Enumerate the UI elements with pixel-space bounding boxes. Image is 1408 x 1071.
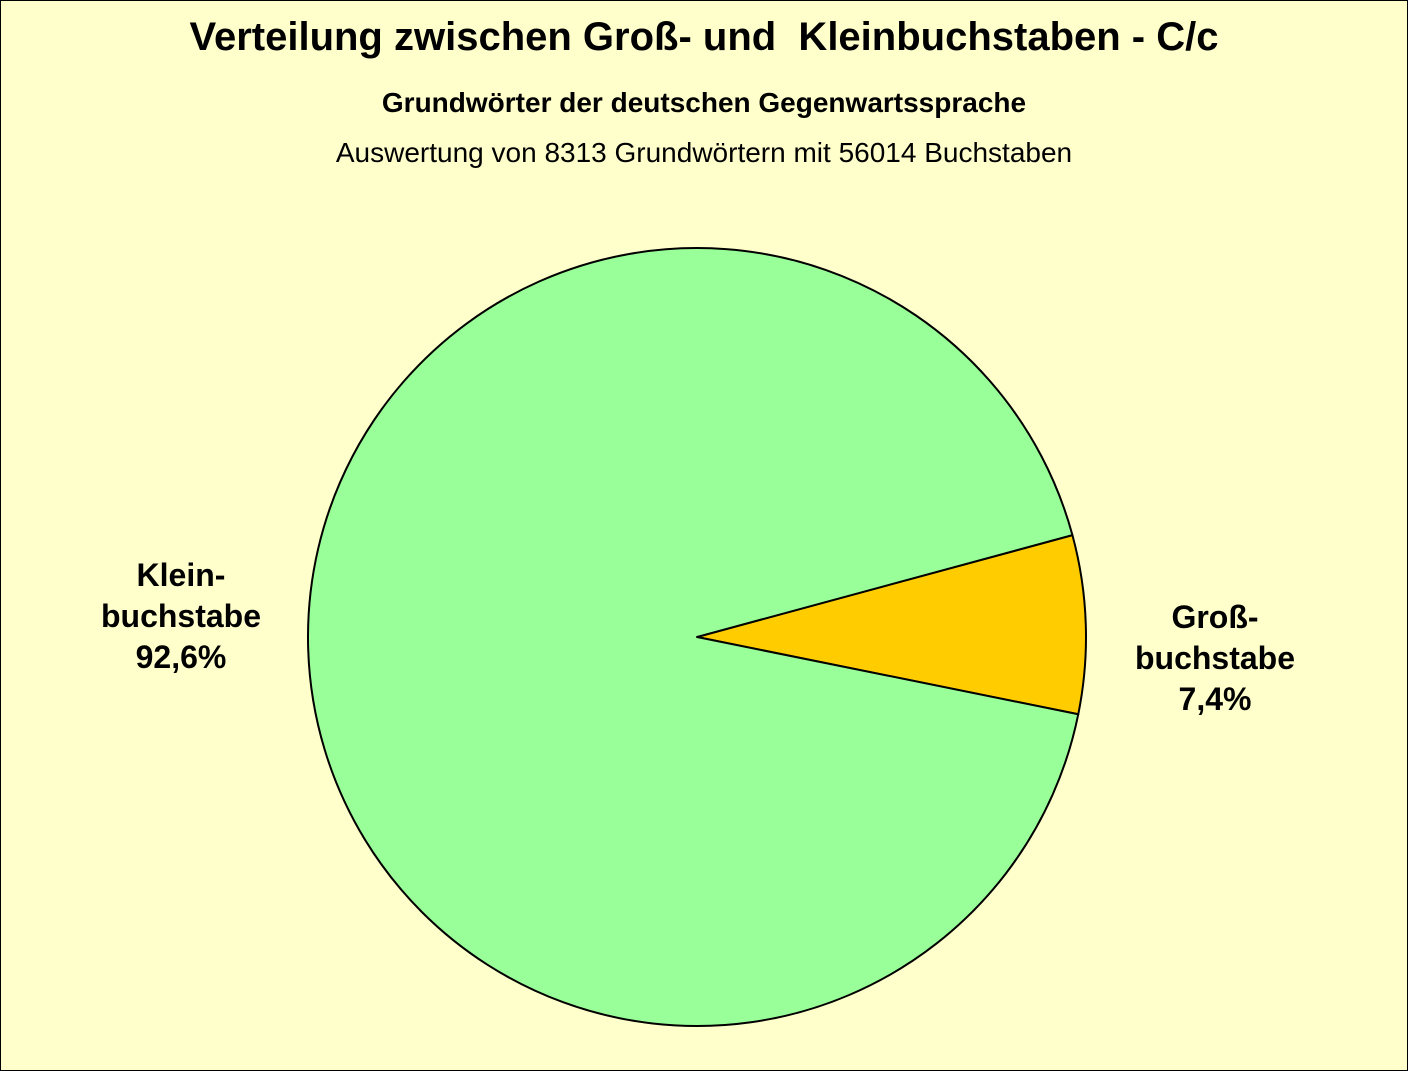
chart-caption: Auswertung von 8313 Grundwörtern mit 560…: [335, 137, 1073, 168]
pie-slice-kleinbuchstabe: [307, 247, 1080, 1027]
slice-label-klein: Klein- buchstabe 92,6%: [61, 555, 301, 678]
slice-label-klein-line1: Klein-: [136, 557, 226, 593]
slice-label-gross-value: 7,4%: [1178, 681, 1252, 717]
slice-label-gross-line2: buchstabe: [1134, 640, 1296, 676]
slice-label-gross-line1: Groß-: [1171, 599, 1259, 635]
slice-label-klein-value: 92,6%: [135, 639, 227, 675]
chart-title: Verteilung zwischen Groß- und Kleinbuchs…: [189, 15, 1219, 59]
slice-label-klein-line2: buchstabe: [100, 598, 262, 634]
slice-label-gross: Groß- buchstabe 7,4%: [1099, 597, 1331, 720]
pie-slice-grossbuchstabe: [696, 534, 1087, 716]
chart-subtitle: Grundwörter der deutschen Gegenwartsspra…: [381, 87, 1027, 118]
